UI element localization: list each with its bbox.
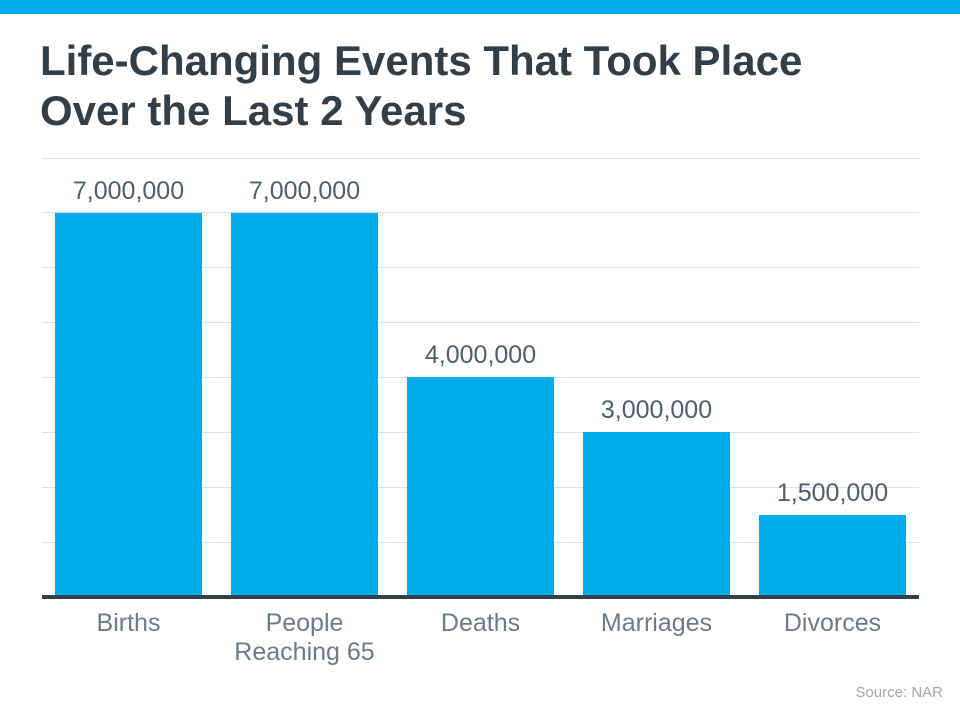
category-label-births: Births xyxy=(96,609,161,637)
source-note: Source: NAR xyxy=(855,684,943,701)
bar-group-deaths: 4,000,000 xyxy=(407,341,554,597)
bar-group-people-reaching-65: 7,000,000 xyxy=(231,177,378,597)
bar-value-label: 4,000,000 xyxy=(424,341,537,369)
bar-deaths xyxy=(407,377,554,597)
gridline xyxy=(42,322,919,324)
bars-row: 7,000,000 7,000,000 4,000,000 3,000,000 … xyxy=(42,158,919,597)
gridline xyxy=(42,212,919,214)
bar-value-label: 1,500,000 xyxy=(776,479,889,507)
bar-group-births: 7,000,000 xyxy=(55,177,202,597)
bar-people-reaching-65 xyxy=(231,213,378,597)
bar-births xyxy=(55,213,202,597)
bar-divorces xyxy=(759,515,906,597)
plot-area: 7,000,000 7,000,000 4,000,000 3,000,000 … xyxy=(42,157,919,599)
category-labels-row: Births People Reaching 65 Deaths Marriag… xyxy=(42,609,919,667)
category-label-divorces: Divorces xyxy=(783,609,882,637)
x-axis-line xyxy=(42,595,919,599)
bar-value-label: 3,000,000 xyxy=(600,396,713,424)
gridline xyxy=(42,267,919,269)
category-label-deaths: Deaths xyxy=(440,609,521,637)
gridline xyxy=(42,157,919,159)
bar-group-divorces: 1,500,000 xyxy=(759,479,906,597)
category-label-people-reaching-65: People Reaching 65 xyxy=(234,609,375,666)
bar-group-marriages: 3,000,000 xyxy=(583,396,730,597)
chart-title: Life-Changing Events That Took Place Ove… xyxy=(40,37,803,134)
category-label-marriages: Marriages xyxy=(600,609,713,637)
bar-value-label: 7,000,000 xyxy=(72,177,185,205)
top-accent-bar xyxy=(0,0,960,14)
bar-value-label: 7,000,000 xyxy=(248,177,361,205)
bar-marriages xyxy=(583,432,730,597)
